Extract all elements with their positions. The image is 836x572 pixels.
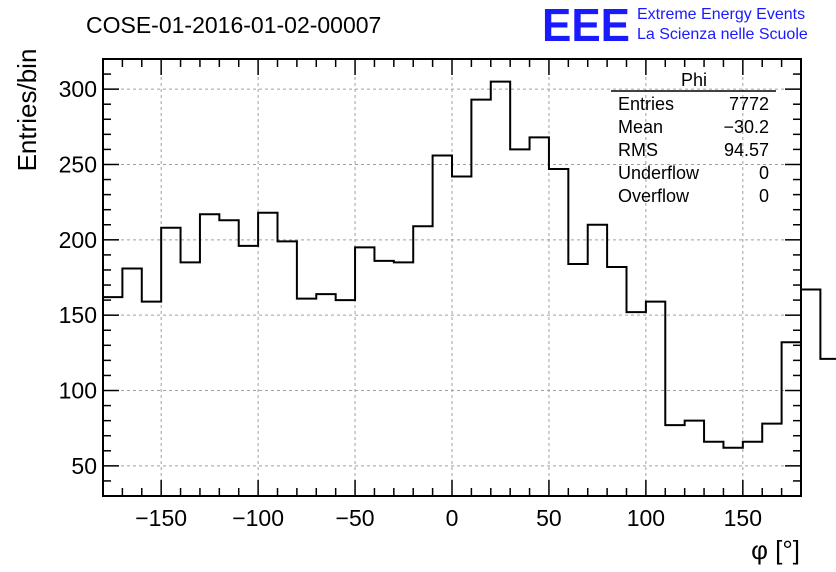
y-axis-title: Entries/bin (12, 49, 42, 172)
stats-row-value: −30.2 (723, 117, 769, 137)
stats-box: Phi Entries 7772 Mean −30.2 RMS 94.57 Underflo… (611, 70, 776, 206)
histogram-series (103, 80, 836, 449)
eee-logo-mark: EEE (542, 0, 630, 51)
y-tick-label: 100 (59, 378, 97, 404)
grid (103, 59, 801, 496)
stats-row-label: Entries (618, 94, 674, 114)
x-tick-label: −100 (232, 505, 284, 531)
axis-ticks (102, 58, 802, 497)
y-tick-label: 300 (59, 76, 97, 102)
y-tick-label: 150 (59, 302, 97, 328)
stats-row-value: 0 (759, 163, 769, 183)
stats-row-label: Overflow (618, 186, 690, 206)
logo-subtitle-2: La Scienza nelle Scuole (637, 26, 808, 43)
axis-tick-labels: −150 −100 −50 0 50 100 150 50 100 150 200 250 300 (59, 76, 762, 531)
stats-row-label: Underflow (618, 163, 700, 183)
y-tick-label: 200 (59, 227, 97, 253)
y-tick-label: 50 (71, 453, 97, 479)
stats-row-value: 0 (759, 186, 769, 206)
stats-row-label: Mean (618, 117, 663, 137)
logo-subtitle-1: Extreme Energy Events (637, 6, 805, 23)
x-tick-label: −150 (135, 505, 187, 531)
stats-row-value: 7772 (729, 94, 769, 114)
eee-logo: EEE Extreme Energy Events La Scienza nel… (542, 0, 808, 51)
stats-row-label: RMS (618, 140, 658, 160)
x-tick-label: 50 (536, 505, 562, 531)
stats-title: Phi (681, 70, 707, 90)
run-title: COSE-01-2016-01-02-00007 (86, 12, 381, 38)
x-axis-title: φ [°] (751, 535, 800, 565)
x-tick-label: 100 (627, 505, 665, 531)
y-tick-label: 250 (59, 151, 97, 177)
stats-row-value: 94.57 (724, 140, 769, 160)
x-tick-label: −50 (336, 505, 375, 531)
x-tick-label: 150 (724, 505, 762, 531)
x-tick-label: 0 (446, 505, 459, 531)
